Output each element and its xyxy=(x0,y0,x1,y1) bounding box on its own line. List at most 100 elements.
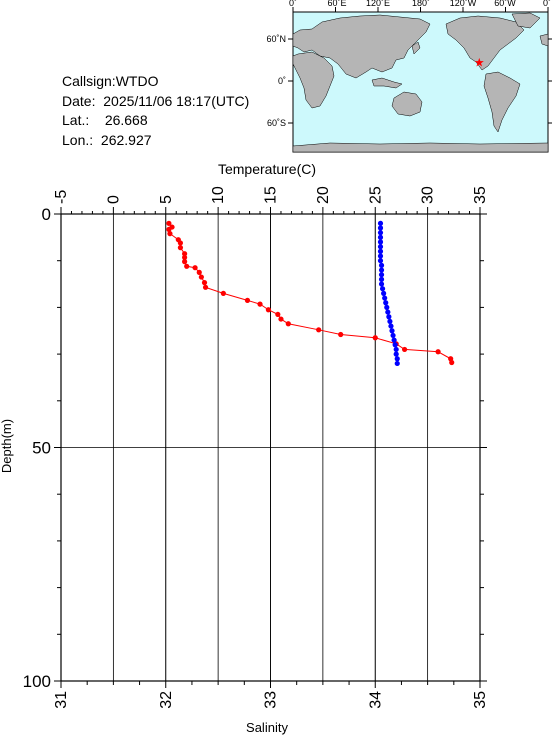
temperature-tick-label: 20 xyxy=(315,186,332,204)
map-lon-labels: 0˚ 60˚E 120˚E 180˚ 120˚W 60˚W 0˚ xyxy=(289,0,551,8)
map-lon-label: 180˚ xyxy=(412,0,430,8)
salinity-tick-labels: 31 32 33 34 35 xyxy=(53,691,489,709)
salinity-data-point xyxy=(166,220,172,226)
map-lon-label: 0˚ xyxy=(289,0,297,8)
land-eurasia xyxy=(292,14,431,79)
salinity-data-point xyxy=(196,269,202,275)
land-greenland xyxy=(511,12,541,29)
temperature-data-point xyxy=(377,248,384,254)
temperature-data-point xyxy=(388,323,394,329)
temperature-data-point xyxy=(383,300,389,306)
data-series xyxy=(166,220,455,367)
date-label: Date: xyxy=(62,92,96,109)
map-lon-label: 60˚E xyxy=(327,0,346,8)
lon-label: Lon.: xyxy=(62,131,94,148)
temperature-data-point xyxy=(389,328,395,334)
salinity-data-point xyxy=(220,290,226,296)
map-lat-label: 60˚N xyxy=(266,34,286,44)
salinity-data-point xyxy=(275,311,281,318)
salinity-tick-label: 35 xyxy=(472,691,489,709)
temperature-data-point xyxy=(392,342,398,348)
salinity-data-point xyxy=(184,263,190,269)
land-indonesia xyxy=(371,77,403,89)
temperature-data-point xyxy=(377,220,384,226)
map-lat-labels: 60˚N 0˚ 60˚S xyxy=(266,34,286,128)
temperature-data-point xyxy=(386,314,392,320)
depth-tick-label: 50 xyxy=(32,439,51,458)
lat-value: 26.668 xyxy=(104,112,148,128)
temperature-data-point xyxy=(378,267,385,273)
temperature-data-point xyxy=(393,351,399,357)
depth-tick-label: 0 xyxy=(42,205,51,224)
salinity-data-point xyxy=(167,231,173,237)
temperature-data-point xyxy=(394,356,400,362)
salinity-data-point xyxy=(449,359,455,366)
temperature-tick-label: 15 xyxy=(263,186,280,204)
map-lon-label: 0˚ xyxy=(543,0,551,8)
map-frame-ticks xyxy=(288,7,552,124)
temperature-tick-label: -5 xyxy=(53,190,70,204)
salinity-data-point xyxy=(198,274,204,280)
map-lon-label: 120˚E xyxy=(366,0,390,8)
land-japan xyxy=(411,41,421,55)
lat-label: Lat.: xyxy=(62,112,90,128)
salinity-data-point xyxy=(285,321,291,327)
salinity-axis-label: Salinity xyxy=(246,720,288,735)
salinity-tick-label: 33 xyxy=(263,691,280,709)
temperature-data-point xyxy=(379,286,386,292)
temperature-data-point xyxy=(378,262,385,268)
temperature-data-point xyxy=(378,272,385,278)
land-australia xyxy=(391,91,423,117)
map-land xyxy=(292,12,549,153)
depth-tick-labels: 0 50 100 xyxy=(23,205,51,691)
temperature-data-point xyxy=(394,360,400,367)
temperature-data-point xyxy=(377,258,384,264)
map-lon-label: 60˚W xyxy=(494,0,516,8)
temperature-tick-label: 30 xyxy=(420,186,437,204)
salinity-data-point xyxy=(316,327,322,333)
temperature-data-point xyxy=(391,337,397,343)
salinity-data-point xyxy=(338,331,344,338)
land-south-america xyxy=(483,71,521,133)
temperature-tick-label: 10 xyxy=(210,186,227,204)
temperature-data-point xyxy=(387,318,393,325)
lat-line: Lat.: 26.668 xyxy=(62,111,249,131)
temperature-data-point xyxy=(390,332,396,339)
world-map: 0˚ 60˚E 120˚E 180˚ 120˚W 60˚W 0˚ 60˚N 0˚… xyxy=(266,0,552,153)
temperature-tick-label: 25 xyxy=(367,186,384,204)
callsign-line: Callsign:WTDO xyxy=(62,72,249,92)
salinity-data-point xyxy=(177,245,184,251)
salinity-data-point xyxy=(401,346,408,353)
temperature-data-point xyxy=(377,234,384,240)
axis-ticks xyxy=(54,207,487,688)
temperature-data-point xyxy=(378,276,385,282)
temperature-tick-label: 35 xyxy=(472,186,489,204)
map-lon-label: 120˚W xyxy=(450,0,477,8)
temperature-data-point xyxy=(377,244,384,250)
temperature-data-point xyxy=(381,290,387,296)
salinity-series-line xyxy=(168,223,453,363)
salinity-data-point xyxy=(202,284,209,290)
callsign-text: Callsign:WTDO xyxy=(62,73,159,89)
salinity-data-point xyxy=(201,280,208,286)
lon-line: Lon.: 262.927 xyxy=(62,131,249,151)
map-lat-label: 60˚S xyxy=(267,118,286,128)
station-info: Callsign:WTDO Date: 2025/11/06 18:17(UTC… xyxy=(62,72,249,150)
salinity-data-point xyxy=(182,259,188,265)
map-lat-label: 0˚ xyxy=(278,76,286,86)
temperature-tick-label: 0 xyxy=(105,195,122,204)
temperature-data-point xyxy=(384,304,390,310)
salinity-data-point xyxy=(182,251,188,257)
salinity-data-point xyxy=(257,301,263,307)
temperature-data-point xyxy=(377,230,384,236)
chart-grid xyxy=(60,214,481,681)
temperature-tick-labels: -5 0 5 10 15 20 25 30 35 xyxy=(53,186,489,204)
salinity-data-point xyxy=(177,240,184,246)
temperature-data-point xyxy=(377,253,384,259)
temperature-data-point xyxy=(382,295,388,301)
salinity-data-point xyxy=(244,297,251,303)
temperature-data-point xyxy=(393,346,399,353)
salinity-tick-label: 32 xyxy=(158,691,175,709)
salinity-data-point xyxy=(182,254,188,261)
salinity-data-point xyxy=(278,316,284,322)
